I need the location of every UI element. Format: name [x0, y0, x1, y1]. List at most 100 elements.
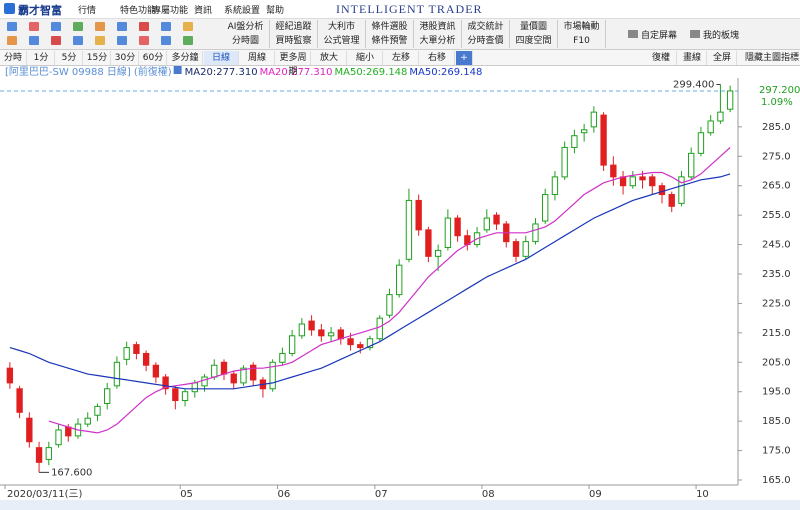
tool-icon[interactable]: [29, 22, 39, 31]
tool-icon[interactable]: [139, 22, 149, 31]
period-tab[interactable]: 右移: [420, 51, 455, 65]
period-tab[interactable]: 5分: [56, 51, 83, 65]
menu-item[interactable]: 資訊: [194, 6, 213, 16]
toolbar-button[interactable]: F10: [558, 34, 606, 48]
period-tab[interactable]: 30分: [112, 51, 139, 65]
period-tab[interactable]: 15分: [84, 51, 111, 65]
candle-body: [610, 164, 617, 178]
right-tool[interactable]: 復權: [646, 51, 677, 65]
tool-icon[interactable]: [95, 22, 105, 31]
candle-body: [717, 111, 724, 122]
period-tab[interactable]: 縮小: [348, 51, 383, 65]
tool-icon[interactable]: [161, 36, 171, 45]
period-tab[interactable]: 左移: [384, 51, 419, 65]
right-tool[interactable]: 隱藏主圖指標: [738, 51, 800, 65]
candle-body: [220, 361, 228, 375]
candle-body: [152, 364, 160, 378]
toolbar-button[interactable]: 分時圖: [222, 34, 270, 48]
tool-icon[interactable]: [161, 22, 171, 31]
right-tool[interactable]: 畫線: [678, 51, 707, 65]
period-tab[interactable]: 放大: [312, 51, 347, 65]
tool-icon[interactable]: [117, 36, 127, 45]
candle-body: [415, 199, 422, 231]
period-bar: [0, 50, 800, 66]
right-tool[interactable]: 全屏: [708, 51, 737, 65]
candle-body: [65, 426, 72, 437]
tool-icon[interactable]: [73, 36, 83, 45]
toolbar-button[interactable]: 成交統計: [462, 20, 510, 34]
candle-body: [405, 199, 413, 260]
candle-body: [298, 323, 306, 337]
candle-body: [678, 176, 685, 204]
side-button[interactable]: 我的板塊: [690, 28, 740, 41]
candle-body: [269, 361, 276, 390]
period-tab[interactable]: 日線: [204, 51, 239, 65]
period-tab[interactable]: +: [456, 51, 473, 65]
tool-icon[interactable]: [51, 22, 61, 31]
tool-icon[interactable]: [183, 22, 193, 31]
candle-body: [688, 152, 695, 178]
toolbar-button[interactable]: 條件預警: [366, 34, 414, 48]
candle-body: [658, 185, 666, 196]
annotation-label: 167.600: [51, 467, 92, 478]
candle-body: [629, 176, 636, 187]
toolbar-button[interactable]: 買時監察: [270, 34, 318, 48]
toolbar-button[interactable]: 港股資訊: [414, 20, 462, 34]
toolbar-button[interactable]: 市場輪動: [558, 20, 606, 34]
tool-icon[interactable]: [7, 22, 17, 31]
toolbar-button[interactable]: 經紀追蹤: [270, 20, 318, 34]
candle-body: [444, 217, 452, 249]
period-tab[interactable]: 1分: [28, 51, 55, 65]
menu-item[interactable]: 行情: [78, 6, 97, 16]
legend-item: MA50:269.148: [409, 67, 482, 78]
x-tick-label: 2020/03/11(三): [7, 489, 83, 500]
candle-body: [162, 376, 169, 390]
candle-body: [580, 129, 588, 134]
y-tick-label: 165.0: [762, 475, 791, 486]
menu-item[interactable]: 特色功能: [120, 6, 157, 16]
period-tab[interactable]: 分時: [0, 51, 27, 65]
toolbar-button[interactable]: AI盤分析: [222, 20, 270, 34]
menu-item[interactable]: 幫助: [266, 6, 285, 16]
candle-body: [230, 373, 237, 384]
candle-body: [201, 376, 208, 387]
toolbar-button[interactable]: 四度空間: [510, 34, 558, 48]
x-tick-label: 05: [180, 489, 193, 500]
period-tab[interactable]: 60分: [140, 51, 167, 65]
candle-body: [483, 217, 490, 231]
toolbar-button[interactable]: 分時查價: [462, 34, 510, 48]
period-tab[interactable]: 多分鐘: [168, 51, 203, 65]
candle-body: [45, 447, 52, 460]
tool-icon[interactable]: [29, 36, 39, 45]
candle-body: [347, 338, 354, 346]
side-button[interactable]: 自定屏幕: [628, 28, 678, 41]
toolbar-button[interactable]: 公式管理: [318, 34, 366, 48]
y-tick-label: 245.0: [762, 240, 791, 251]
candle-body: [181, 391, 189, 402]
toolbar-button[interactable]: 大利市: [318, 20, 366, 34]
menu-item[interactable]: 系統設置: [224, 6, 261, 16]
period-tab[interactable]: 周線: [240, 51, 275, 65]
tool-icon[interactable]: [95, 36, 105, 45]
candle-body: [493, 214, 500, 225]
toolbar-button[interactable]: 大單分析: [414, 34, 462, 48]
candle-body: [26, 417, 33, 443]
candle-body: [327, 332, 335, 337]
candle-body: [396, 264, 403, 296]
tool-icon[interactable]: [7, 36, 17, 45]
period-tab[interactable]: 更多周期: [276, 51, 311, 77]
annotation-label: 299.400: [673, 79, 714, 90]
candle-body: [123, 347, 130, 360]
menu-item[interactable]: 專屬功能: [152, 6, 189, 16]
toolbar-button[interactable]: 條件選股: [366, 20, 414, 34]
candle-body: [250, 364, 257, 381]
y-tick-label: 175.0: [762, 446, 791, 457]
toolbar-button[interactable]: 量價圖: [510, 20, 558, 34]
tool-icon[interactable]: [73, 22, 83, 31]
tool-icon[interactable]: [183, 36, 193, 45]
tool-icon[interactable]: [139, 36, 149, 45]
tool-icon[interactable]: [51, 36, 61, 45]
tool-icon[interactable]: [117, 22, 127, 31]
y-tick-label: 285.0: [762, 122, 791, 133]
